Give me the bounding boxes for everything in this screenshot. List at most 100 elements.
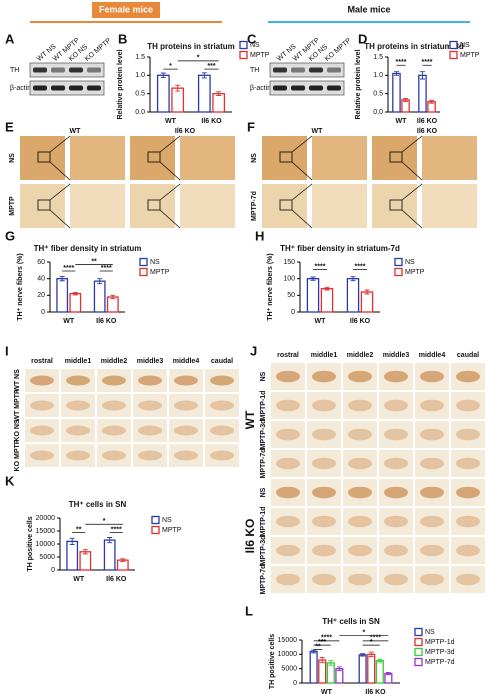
significance-label: **** xyxy=(101,265,112,272)
stain-area xyxy=(174,400,198,411)
stain-area xyxy=(102,375,126,386)
y-tick-label: 40 xyxy=(37,276,45,283)
legend-label: MPTP xyxy=(250,52,270,59)
stain-area xyxy=(276,515,300,528)
section-row-label: NS xyxy=(260,371,267,381)
y-tick-label: 1.5 xyxy=(373,54,383,61)
legend-swatch xyxy=(414,657,423,667)
y-tick-label: 0.5 xyxy=(373,91,383,98)
stain-area xyxy=(138,400,162,411)
y-tick-label: 50 xyxy=(287,292,295,299)
stain-row-label: NS xyxy=(9,153,16,163)
stain-area xyxy=(420,486,444,499)
bar xyxy=(56,278,69,313)
zoom-image xyxy=(312,184,367,228)
section-image xyxy=(372,136,417,180)
bar xyxy=(418,74,427,113)
error-bar xyxy=(201,72,207,79)
blot xyxy=(29,80,105,96)
section-row-label: WT MPTP xyxy=(14,389,21,422)
legend-label: MPTP xyxy=(405,269,425,276)
error-bar xyxy=(336,666,342,671)
stain-area xyxy=(456,457,480,470)
section-image xyxy=(130,136,175,180)
bar xyxy=(212,93,226,113)
section-column-label: caudal xyxy=(211,358,233,365)
error-bar xyxy=(385,671,391,676)
error-bar xyxy=(175,84,181,92)
section-column-label: middle4 xyxy=(173,358,200,365)
bar xyxy=(375,659,384,684)
legend-swatch xyxy=(139,267,148,277)
section-row-label: MPTP-7d xyxy=(260,565,267,595)
bar xyxy=(197,74,211,113)
band xyxy=(309,67,323,73)
panel-label: K xyxy=(5,473,15,488)
stain-area xyxy=(456,428,480,441)
section-row-label: MPTP-1d xyxy=(260,391,267,421)
group-label: WT xyxy=(243,410,257,429)
x-tick-label: Il6 KO xyxy=(365,689,386,696)
stain-area xyxy=(456,486,480,499)
stain-area xyxy=(138,375,162,386)
stain-area xyxy=(66,400,90,411)
stain-area xyxy=(210,400,234,411)
significance-label: **** xyxy=(315,263,326,270)
stain-area xyxy=(348,515,372,528)
band xyxy=(291,85,305,91)
stain-area xyxy=(276,399,300,412)
zoom-image xyxy=(180,136,235,180)
stain-area xyxy=(420,457,444,470)
section-column-label: middle3 xyxy=(383,352,410,359)
stain-area xyxy=(276,573,300,586)
error-bar xyxy=(311,649,317,654)
section-row-label: MPTP-3d xyxy=(260,420,267,450)
legend-swatch xyxy=(414,647,423,657)
legend-label: MPTP xyxy=(460,52,480,59)
panel-label: B xyxy=(118,31,127,46)
section-row-label: MPTP-7d xyxy=(260,449,267,479)
x-tick-label: WT xyxy=(321,689,333,696)
section-image xyxy=(262,184,307,228)
section-column-label: caudal xyxy=(457,352,479,359)
zoom-line xyxy=(401,209,423,229)
error-bar xyxy=(97,278,103,285)
zoom-image xyxy=(422,184,477,228)
stain-area xyxy=(30,375,54,386)
stain-area xyxy=(348,544,372,557)
band xyxy=(69,67,83,73)
bar xyxy=(156,74,170,113)
stain-area xyxy=(210,375,234,386)
bar xyxy=(93,280,106,313)
panel-label: A xyxy=(5,31,15,46)
zoom-line xyxy=(401,183,423,201)
stain-area xyxy=(30,450,54,461)
significance-label: **** xyxy=(355,263,366,270)
error-bar xyxy=(429,99,435,104)
stain-area xyxy=(384,457,408,470)
zoom-box xyxy=(389,151,403,163)
zoom-line xyxy=(401,135,423,153)
zoom-box xyxy=(279,199,293,211)
y-tick-label: 15000 xyxy=(278,637,298,644)
significance-label: ** xyxy=(91,258,97,265)
stain-area xyxy=(456,544,480,557)
chart-title: TH⁺ fiber density in striatum xyxy=(34,244,142,253)
legend-label: NS xyxy=(425,629,435,636)
stain-area xyxy=(174,450,198,461)
x-tick-label: Il6 KO xyxy=(417,118,438,125)
stain-area xyxy=(138,450,162,461)
legend-swatch xyxy=(449,50,458,60)
y-axis-label: Relative protein level xyxy=(117,49,124,119)
stain-area xyxy=(420,399,444,412)
stain-area xyxy=(276,370,300,383)
bar xyxy=(358,654,367,684)
legend-swatch xyxy=(414,637,423,647)
legend-label: MPTP-1d xyxy=(425,639,455,646)
female-box xyxy=(92,2,160,18)
error-bar xyxy=(82,549,88,555)
stain-area xyxy=(138,425,162,436)
stain-area xyxy=(312,428,336,441)
stain-area xyxy=(312,370,336,383)
stain-column-label: Il6 KO xyxy=(175,128,196,135)
